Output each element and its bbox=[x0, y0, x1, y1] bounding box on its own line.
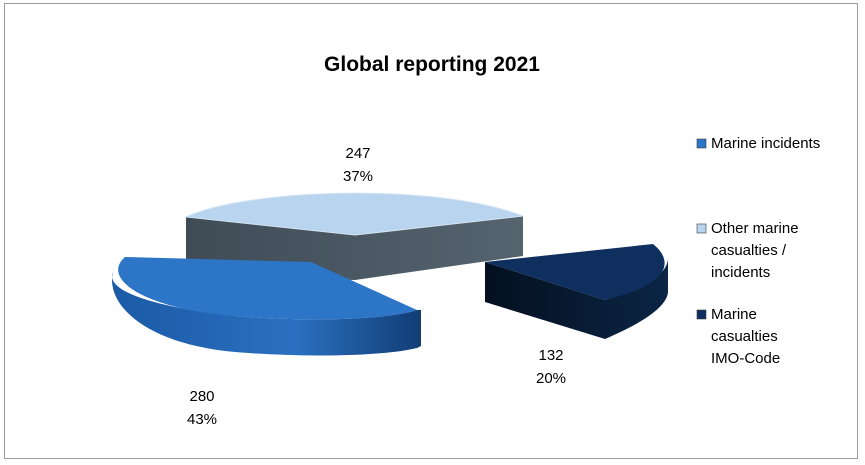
legend-label: incidents bbox=[711, 264, 770, 281]
pie-chart: Global reporting 2021 280 43% 247 37% 132 20%… bbox=[112, 53, 820, 428]
data-label-percent: 37% bbox=[343, 168, 373, 185]
legend-label: Other marine bbox=[711, 220, 799, 237]
legend-label: casualties bbox=[711, 328, 778, 345]
legend-item: Marine casualties IMO-Code bbox=[696, 306, 780, 367]
data-labels: 280 43% 247 37% 132 20% bbox=[187, 145, 566, 428]
legend-label: Marine incidents bbox=[711, 135, 820, 152]
legend-swatch bbox=[696, 138, 707, 149]
legend: Marine incidents Other marine casualties /… bbox=[696, 135, 820, 367]
pie-slices bbox=[112, 192, 668, 356]
legend-swatch bbox=[696, 223, 707, 234]
chart-title: Global reporting 2021 bbox=[324, 53, 540, 76]
chart-frame: Global reporting 2021 280 43% 247 37% 132 20%… bbox=[4, 3, 858, 459]
legend-label: Marine bbox=[711, 306, 757, 323]
legend-item: Marine incidents bbox=[696, 135, 820, 152]
data-label-percent: 20% bbox=[536, 370, 566, 387]
legend-label: IMO-Code bbox=[711, 350, 780, 367]
legend-item: Other marine casualties / incidents bbox=[696, 220, 799, 281]
legend-label: casualties / bbox=[711, 242, 787, 259]
slice-marine-casualties-imo bbox=[485, 244, 668, 339]
data-label-value: 247 bbox=[345, 145, 370, 162]
data-label-percent: 43% bbox=[187, 411, 217, 428]
legend-swatch bbox=[696, 309, 707, 320]
slice-marine-incidents bbox=[112, 257, 421, 356]
data-label-value: 132 bbox=[538, 347, 563, 364]
data-label-value: 280 bbox=[189, 388, 214, 405]
